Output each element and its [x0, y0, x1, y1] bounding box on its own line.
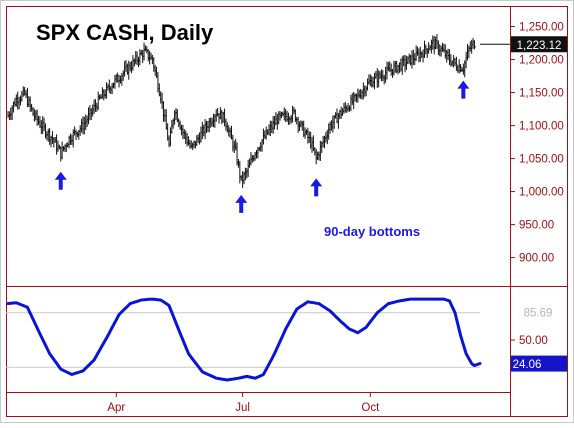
- price-bar: [473, 40, 476, 50]
- oscillator-tick-label: 50.00: [519, 335, 548, 347]
- price-tick-label: 1,050.00: [519, 154, 564, 166]
- price-tick-label: 1,200.00: [519, 55, 564, 67]
- price-tick-label: 950.00: [519, 220, 554, 232]
- oscillator-value-label: 24.06: [513, 359, 542, 371]
- price-tick-label: 1,150.00: [519, 88, 564, 100]
- bottoms-annotation: 90-day bottoms: [324, 224, 420, 239]
- oscillator-panel: 24.06: [6, 297, 567, 382]
- arrow-shape: [235, 194, 248, 213]
- price-panel: 1,223.12: [7, 34, 567, 213]
- bottom-arrow-1: [54, 171, 67, 190]
- arrow-shape: [54, 171, 67, 190]
- price-tick-label: 1,100.00: [519, 121, 564, 133]
- bottom-arrow-3: [310, 178, 323, 197]
- axes: 1,250.00 1,200.00 1,150.00 1,100.00 1,050.00…: [107, 22, 563, 414]
- arrow-shape: [310, 178, 323, 197]
- bottom-arrow-4: [457, 80, 470, 99]
- chart-frame: [6, 6, 568, 417]
- oscillator-line: [6, 297, 482, 382]
- price-tick-label: 900.00: [519, 253, 554, 265]
- month-label: Oct: [361, 402, 380, 414]
- last-price-tag: [511, 36, 567, 53]
- arrow-shape: [457, 80, 470, 99]
- price-tick-label: 1,250.00: [519, 22, 564, 34]
- oscillator-ghost-label: 85.69: [524, 308, 553, 320]
- month-label: Jul: [235, 402, 250, 414]
- oscillator-value-tag: [511, 355, 567, 372]
- price-tick-label: 1,000.00: [519, 187, 564, 199]
- chart-title: SPX CASH, Daily: [36, 20, 214, 45]
- last-price-label: 1,223.12: [517, 40, 562, 52]
- month-label: Apr: [107, 402, 125, 414]
- bottom-arrow-2: [235, 194, 248, 213]
